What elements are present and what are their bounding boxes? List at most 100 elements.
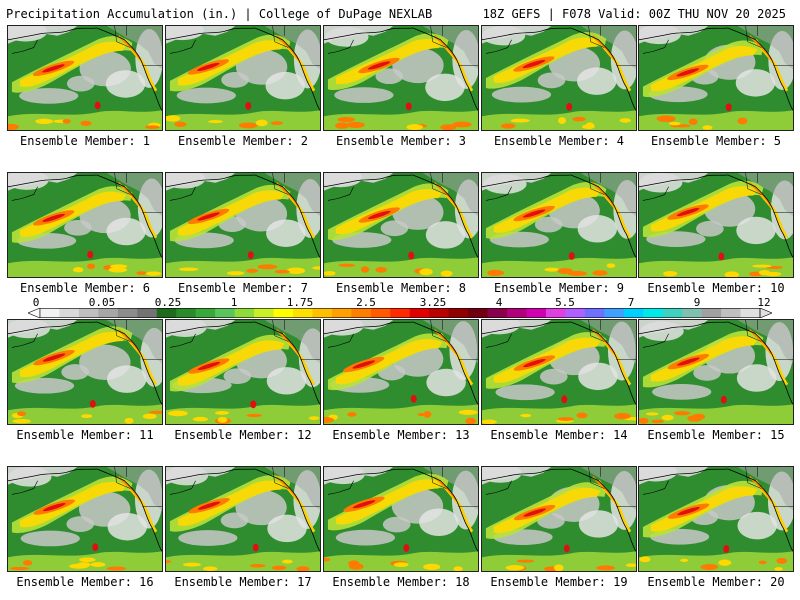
- tropical-precip-band: [166, 110, 320, 130]
- tropical-precip-cell: [145, 125, 160, 129]
- land-area: [166, 26, 236, 44]
- precip-map: [482, 320, 636, 424]
- tropical-precip-cell: [80, 120, 92, 126]
- heavy-precip-band: [177, 480, 285, 526]
- ensemble-member-label: Ensemble Member: 19: [490, 575, 628, 589]
- tropical-precip-cell: [668, 121, 681, 126]
- extreme-precip-core: [197, 361, 221, 371]
- coastline: [8, 468, 97, 482]
- tropical-precip-cell: [22, 560, 33, 566]
- coastline: [639, 27, 728, 41]
- tropical-precip-cell: [567, 271, 587, 276]
- tropical-precip-cell: [246, 123, 255, 128]
- tropical-precip-cell: [458, 409, 478, 415]
- colorbar-swatch: [98, 308, 119, 318]
- coastline: [254, 468, 320, 552]
- colorbar-tick-label: 0.25: [154, 296, 182, 309]
- extreme-precip-core: [42, 353, 66, 362]
- tropical-precip-cell: [109, 264, 128, 269]
- colorbar-tick-label: 9: [693, 296, 701, 309]
- tropical-precip-cell: [520, 413, 532, 418]
- dry-area: [61, 364, 89, 380]
- ensemble-member-label: Ensemble Member: 7: [177, 281, 309, 295]
- tropical-precip-cell: [673, 411, 691, 416]
- land-area: [639, 26, 709, 44]
- coastline: [727, 321, 793, 405]
- tropical-precip-cell: [72, 267, 84, 273]
- border-line: [745, 467, 762, 489]
- valid-time: 18Z GEFS | F078 Valid: 00Z THU NOV 20 20…: [482, 7, 786, 21]
- land-area: [422, 467, 478, 511]
- coastline: [412, 27, 478, 111]
- colorbar-swatch: [254, 308, 274, 318]
- tropical-precip-band: [324, 257, 478, 277]
- tropical-precip-cell: [482, 419, 497, 424]
- tropical-precip-cell: [393, 562, 409, 567]
- ensemble-member-map: [165, 466, 321, 572]
- tropical-precip-cell: [764, 271, 782, 277]
- coastline: [166, 27, 255, 41]
- coastline: [169, 480, 196, 495]
- tropical-precip-cell: [76, 562, 91, 568]
- colorbar-tick-label: 12: [757, 296, 771, 309]
- ensemble-member-map: [7, 319, 163, 425]
- colorbar-swatch: [370, 308, 391, 318]
- coastline: [96, 468, 162, 552]
- hawaii-precip-cell: [87, 250, 94, 259]
- coastline: [324, 27, 413, 41]
- dry-area: [491, 86, 552, 103]
- dry-area: [265, 71, 305, 100]
- precip-map: [8, 173, 162, 277]
- land-area: [639, 467, 709, 485]
- tropical-precip-cell: [510, 118, 530, 123]
- dry-area: [419, 508, 459, 536]
- extreme-precip-core: [676, 207, 700, 217]
- extreme-precip-core: [677, 507, 700, 516]
- heavy-precip-band: [19, 41, 127, 87]
- colorbar-arrow-left: [28, 308, 41, 318]
- tropical-precip-cell: [296, 566, 310, 571]
- colorbar-swatch: [507, 308, 527, 318]
- coastline: [254, 321, 320, 405]
- extreme-precip-core: [197, 501, 221, 510]
- land-area: [422, 26, 478, 70]
- tropical-precip-cell: [324, 271, 336, 276]
- coastline: [485, 480, 512, 495]
- tropical-precip-cell: [337, 116, 356, 123]
- colorbar-swatch: [390, 308, 411, 318]
- colorbar-swatch: [409, 308, 430, 318]
- tropical-precip-cell: [774, 567, 783, 571]
- dry-area: [178, 530, 238, 546]
- coastline: [639, 321, 728, 335]
- dry-area: [693, 365, 721, 381]
- tropical-precip-cell: [718, 559, 732, 566]
- tropical-precip-cell: [737, 117, 748, 125]
- coastline: [254, 174, 320, 258]
- coastline: [327, 333, 354, 348]
- coastline: [639, 174, 728, 188]
- land-area: [737, 173, 793, 217]
- colorbar-swatch: [273, 308, 294, 318]
- ensemble-member-map: [323, 319, 479, 425]
- tropical-precip-cell: [17, 411, 27, 417]
- colorbar-swatch: [292, 308, 313, 318]
- land-area: [324, 467, 394, 485]
- dry-area: [534, 216, 563, 233]
- land-area: [8, 467, 78, 485]
- land-area: [422, 320, 478, 364]
- tropical-precip-cell: [87, 263, 96, 270]
- precip-map: [324, 320, 478, 424]
- tropical-precip-cell: [776, 557, 788, 564]
- border-line: [588, 467, 605, 489]
- hawaii-precip-cell: [94, 101, 101, 110]
- extreme-precip-core: [676, 68, 700, 77]
- extreme-precip-core: [367, 61, 391, 70]
- dry-area: [266, 219, 306, 247]
- coastline: [642, 333, 669, 348]
- coastline: [169, 186, 196, 201]
- dry-area: [652, 384, 712, 400]
- tropical-precip-band: [8, 110, 162, 130]
- heavy-precip-band: [19, 191, 127, 237]
- coastline: [642, 39, 669, 54]
- colorbar-swatch: [156, 308, 177, 318]
